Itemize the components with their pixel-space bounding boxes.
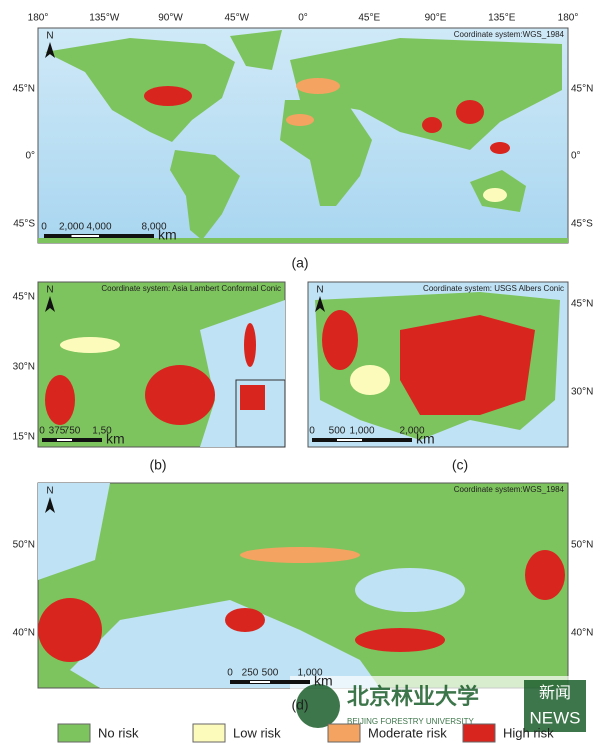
caption: (b) bbox=[149, 457, 166, 473]
panel-a-map bbox=[37, 27, 569, 244]
longitude-label: 45°W bbox=[224, 13, 249, 24]
longitude-label: 45°E bbox=[358, 13, 380, 24]
scale-label: 0 bbox=[39, 426, 45, 437]
scale-bar-segment bbox=[337, 439, 362, 441]
north-arrow bbox=[45, 296, 55, 312]
scale-label: 1,000 bbox=[297, 668, 322, 679]
longitude-label: 0° bbox=[298, 13, 308, 24]
scale-label: 375 bbox=[49, 426, 66, 437]
caption: (a) bbox=[291, 255, 308, 271]
legend-swatch bbox=[327, 723, 361, 743]
scale-label: 1,000 bbox=[349, 426, 374, 437]
legend-label: No risk bbox=[98, 725, 139, 740]
north-label: N bbox=[46, 285, 53, 296]
watermark-name-en: BEIJING FORESTRY UNIVERSITY bbox=[347, 717, 475, 726]
scale-bar-segment bbox=[57, 439, 72, 441]
north-arrow bbox=[45, 42, 55, 58]
longitude-label: 135°E bbox=[488, 13, 516, 24]
longitude-label: 90°W bbox=[158, 13, 183, 24]
legend-label: Moderate risk bbox=[368, 725, 447, 740]
scale-label: 4,000 bbox=[86, 222, 111, 233]
latitude-label: 50°N bbox=[571, 540, 593, 551]
latitude-label: 45°N bbox=[13, 84, 35, 95]
scale-label: 1,50 bbox=[92, 426, 112, 437]
latitude-label: 0° bbox=[25, 151, 35, 162]
longitude-label: 180° bbox=[28, 13, 49, 24]
scale-label: 500 bbox=[262, 668, 279, 679]
scale-unit: km bbox=[158, 227, 177, 243]
north-label: N bbox=[316, 285, 323, 296]
north-label: N bbox=[46, 486, 53, 497]
latitude-label: 40°N bbox=[13, 628, 35, 639]
scale-label: 0 bbox=[227, 668, 233, 679]
longitude-label: 180° bbox=[558, 13, 579, 24]
scale-unit: km bbox=[314, 673, 333, 689]
legend-swatch bbox=[192, 723, 226, 743]
scale-unit: km bbox=[416, 431, 435, 447]
scale-bar-segment bbox=[250, 681, 270, 683]
watermark-news-en: NEWS bbox=[530, 708, 581, 727]
scale-label: 8,000 bbox=[141, 222, 166, 233]
longitude-label: 135°W bbox=[89, 13, 120, 24]
latitude-label: 45°S bbox=[571, 219, 593, 230]
latitude-label: 50°N bbox=[13, 540, 35, 551]
scale-label: 500 bbox=[329, 426, 346, 437]
latitude-label: 45°S bbox=[13, 219, 35, 230]
watermark-name: 北京林业大学 bbox=[347, 684, 479, 709]
coordinate-system: Coordinate system: USGS Albers Conic bbox=[423, 284, 564, 293]
panel-b-map bbox=[37, 281, 286, 448]
scale-label: 0 bbox=[41, 222, 47, 233]
latitude-label: 45°N bbox=[571, 84, 593, 95]
coordinate-system: Coordinate system:WGS_1984 bbox=[454, 485, 565, 494]
latitude-label: 45°N bbox=[13, 292, 35, 303]
caption: (d) bbox=[291, 697, 308, 713]
scale-label: 2,000 bbox=[399, 426, 424, 437]
scale-label: 2,000 bbox=[59, 222, 84, 233]
coordinate-system: Coordinate system: Asia Lambert Conforma… bbox=[101, 284, 281, 293]
latitude-label: 30°N bbox=[571, 387, 593, 398]
latitude-label: 30°N bbox=[13, 362, 35, 373]
legend-label: High risk bbox=[503, 725, 554, 740]
panel-c-map bbox=[307, 281, 569, 448]
scale-bar-segment bbox=[71, 235, 99, 237]
legend-swatch bbox=[462, 723, 496, 743]
coordinate-system: Coordinate system:WGS_1984 bbox=[454, 30, 565, 39]
caption: (c) bbox=[452, 457, 468, 473]
scale-unit: km bbox=[106, 431, 125, 447]
watermark-news-cn: 新闻 bbox=[539, 684, 571, 702]
latitude-label: 0° bbox=[571, 151, 581, 162]
north-arrow bbox=[315, 296, 325, 312]
latitude-label: 15°N bbox=[13, 432, 35, 443]
legend-swatch bbox=[57, 723, 91, 743]
latitude-label: 45°N bbox=[571, 299, 593, 310]
scale-label: 750 bbox=[64, 426, 81, 437]
north-label: N bbox=[46, 31, 53, 42]
latitude-label: 40°N bbox=[571, 628, 593, 639]
panel-d-map bbox=[37, 482, 569, 689]
legend-label: Low risk bbox=[233, 725, 281, 740]
scale-label: 250 bbox=[242, 668, 259, 679]
north-arrow bbox=[45, 497, 55, 513]
longitude-label: 90°E bbox=[425, 13, 447, 24]
scale-label: 0 bbox=[309, 426, 315, 437]
